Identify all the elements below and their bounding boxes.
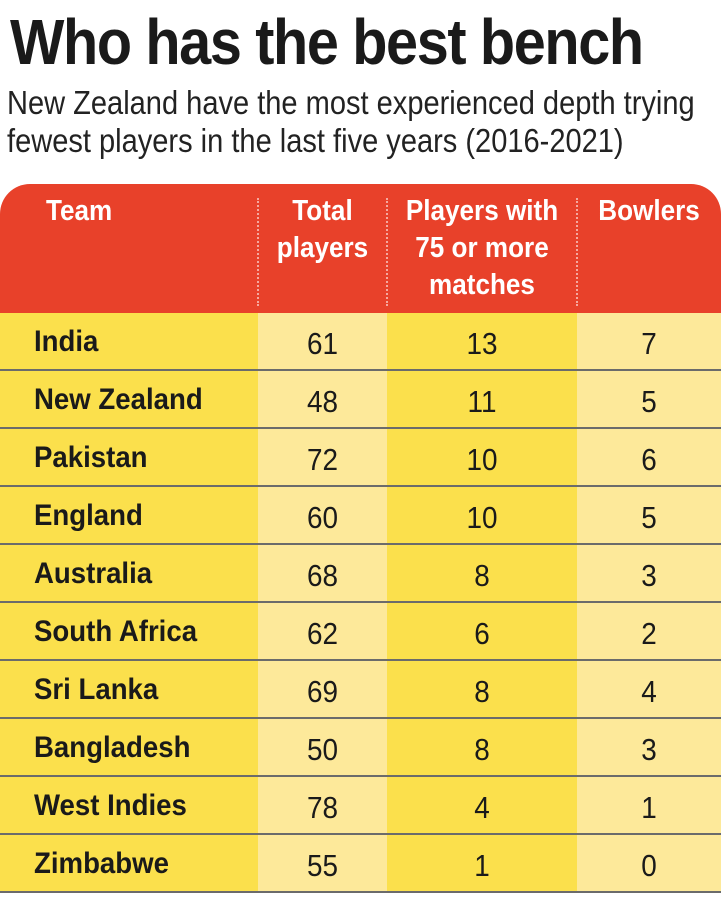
bench-table: Team Total players Players with 75 or more ma…	[0, 184, 721, 901]
row-divider	[0, 833, 721, 835]
row-divider	[0, 659, 721, 661]
row-divider	[0, 601, 721, 603]
cell-players-75: 4	[474, 790, 490, 825]
cell-total-players: 60	[306, 500, 339, 535]
row-divider	[0, 369, 721, 371]
header-total-players-line: Total	[292, 195, 353, 227]
cell-players-75: 10	[466, 500, 498, 535]
table-header: Team Total players Players with 75 or more ma…	[0, 184, 721, 313]
cell-bowlers: 4	[641, 674, 657, 709]
cell-players-75: 6	[474, 616, 490, 651]
cell-team: England	[34, 499, 143, 532]
column-shade	[258, 719, 387, 775]
cell-total-players: 61	[306, 326, 339, 361]
column-shade	[258, 429, 387, 485]
header-players-75: Players with 75 or more matches	[387, 184, 577, 313]
table-row: England 60 10 5	[0, 487, 721, 543]
cell-team: Pakistan	[34, 441, 148, 474]
cell-total-players: 62	[306, 616, 339, 651]
column-shade	[258, 603, 387, 659]
header-players-75-line: matches	[429, 269, 535, 301]
cell-players-75: 8	[474, 558, 490, 593]
header-total-players-line: players	[276, 232, 369, 264]
table-row: South Africa 62 6 2	[0, 603, 721, 659]
column-shade	[258, 777, 387, 833]
cell-bowlers: 3	[641, 732, 657, 767]
cell-players-75: 11	[467, 384, 497, 419]
header-players-75-line: 75 or more	[415, 232, 549, 264]
cell-total-players: 69	[306, 674, 339, 709]
table-row: Zimbabwe 55 1 0	[0, 835, 721, 891]
header-divider	[386, 198, 388, 306]
cell-bowlers: 5	[641, 500, 657, 535]
column-shade	[577, 487, 721, 543]
table-row: West Indies 78 4 1	[0, 777, 721, 833]
column-shade	[258, 661, 387, 717]
table-row: Pakistan 72 10 6	[0, 429, 721, 485]
header-bowlers: Bowlers	[577, 184, 721, 313]
header-players-75-line: Players with	[405, 195, 559, 227]
column-shade	[258, 545, 387, 601]
row-divider	[0, 427, 721, 429]
cell-team: Bangladesh	[34, 731, 191, 764]
page-subtitle: New Zealand have the most experienced de…	[7, 84, 695, 159]
header-divider	[257, 198, 259, 306]
row-divider	[0, 775, 721, 777]
cell-players-75: 1	[474, 848, 490, 883]
cell-team: New Zealand	[34, 383, 203, 416]
cell-total-players: 55	[306, 848, 339, 883]
cell-bowlers: 1	[641, 790, 657, 825]
page-title: Who has the best bench	[10, 6, 644, 78]
cell-team: Sri Lanka	[34, 673, 159, 706]
column-shade	[258, 835, 387, 891]
column-shade	[258, 313, 387, 369]
column-shade	[577, 545, 721, 601]
cell-bowlers: 6	[641, 442, 657, 477]
cell-bowlers: 2	[641, 616, 657, 651]
column-shade	[577, 719, 721, 775]
column-shade	[577, 429, 721, 485]
header-bowlers-line: Bowlers	[598, 195, 700, 227]
column-shade	[258, 487, 387, 543]
cell-players-75: 10	[466, 442, 498, 477]
column-shade	[577, 603, 721, 659]
cell-team: India	[34, 325, 99, 358]
column-shade	[577, 835, 721, 891]
row-divider	[0, 717, 721, 719]
cell-total-players: 50	[306, 732, 339, 767]
column-shade	[577, 661, 721, 717]
column-shade	[577, 313, 721, 369]
cell-bowlers: 7	[641, 326, 657, 361]
header-total-players: Total players	[258, 184, 387, 313]
cell-players-75: 8	[474, 732, 490, 767]
cell-bowlers: 3	[641, 558, 657, 593]
column-shade	[577, 777, 721, 833]
cell-players-75: 13	[466, 326, 498, 361]
header-team-line: Team	[46, 195, 113, 227]
row-divider	[0, 891, 721, 893]
cell-team: Zimbabwe	[34, 847, 169, 880]
cell-bowlers: 5	[641, 384, 657, 419]
column-shade	[258, 371, 387, 427]
table-row: Sri Lanka 69 8 4	[0, 661, 721, 717]
table-row: Australia 68 8 3	[0, 545, 721, 601]
row-divider	[0, 543, 721, 545]
cell-team: South Africa	[34, 615, 198, 648]
table-row: Bangladesh 50 8 3	[0, 719, 721, 775]
header-team: Team	[0, 184, 258, 313]
header-divider	[576, 198, 578, 306]
row-divider	[0, 485, 721, 487]
column-shade	[577, 371, 721, 427]
cell-team: West Indies	[34, 789, 187, 822]
cell-players-75: 8	[474, 674, 490, 709]
cell-total-players: 78	[306, 790, 339, 825]
cell-total-players: 72	[306, 442, 339, 477]
table-row: India 61 13 7	[0, 313, 721, 369]
cell-total-players: 68	[306, 558, 339, 593]
table-row: New Zealand 48 11 5	[0, 371, 721, 427]
cell-team: Australia	[34, 557, 153, 590]
cell-total-players: 48	[306, 384, 339, 419]
cell-bowlers: 0	[641, 848, 657, 883]
